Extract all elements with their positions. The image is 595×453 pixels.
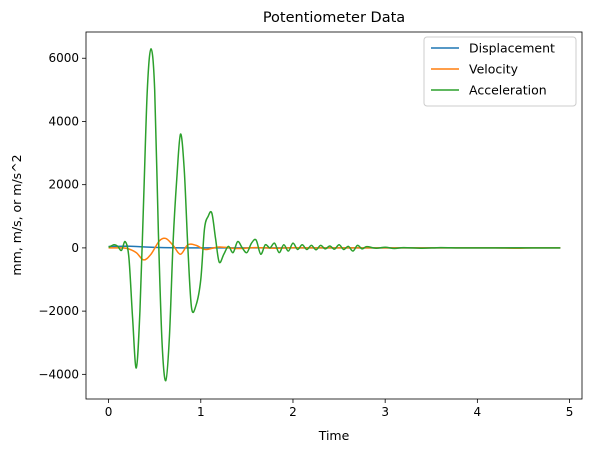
- y-tick-label: 6000: [48, 51, 79, 65]
- y-tick-label: 2000: [48, 178, 79, 192]
- x-tick-label: 2: [289, 405, 297, 419]
- legend-label-acceleration: Acceleration: [469, 83, 547, 98]
- chart-title: Potentiometer Data: [263, 10, 405, 26]
- y-tick-label: 4000: [48, 114, 79, 128]
- x-axis-label: Time: [318, 428, 350, 443]
- x-tick-label: 0: [105, 405, 113, 419]
- x-tick-label: 4: [474, 405, 482, 419]
- legend-label-velocity: Velocity: [469, 62, 519, 77]
- legend-label-displacement: Displacement: [469, 41, 555, 56]
- x-tick-label: 5: [566, 405, 574, 419]
- y-axis-label: mm, m/s, or m/s^2: [9, 154, 24, 275]
- legend: Displacement Velocity Acceleration: [423, 36, 577, 107]
- y-tick-label: −2000: [38, 304, 79, 318]
- x-tick-label: 1: [197, 405, 205, 419]
- y-tick-label: 0: [71, 241, 79, 255]
- x-tick-label: 3: [381, 405, 389, 419]
- series-layer: [108, 48, 561, 382]
- y-axis: −4000 −2000 0 2000 4000 6000: [38, 51, 86, 381]
- x-axis: 0 1 2 3 4 5: [105, 399, 574, 419]
- y-tick-label: −4000: [38, 367, 79, 381]
- legend-box: [423, 36, 577, 107]
- plot-frame: [85, 31, 583, 400]
- series-line-acceleration: [108, 48, 561, 382]
